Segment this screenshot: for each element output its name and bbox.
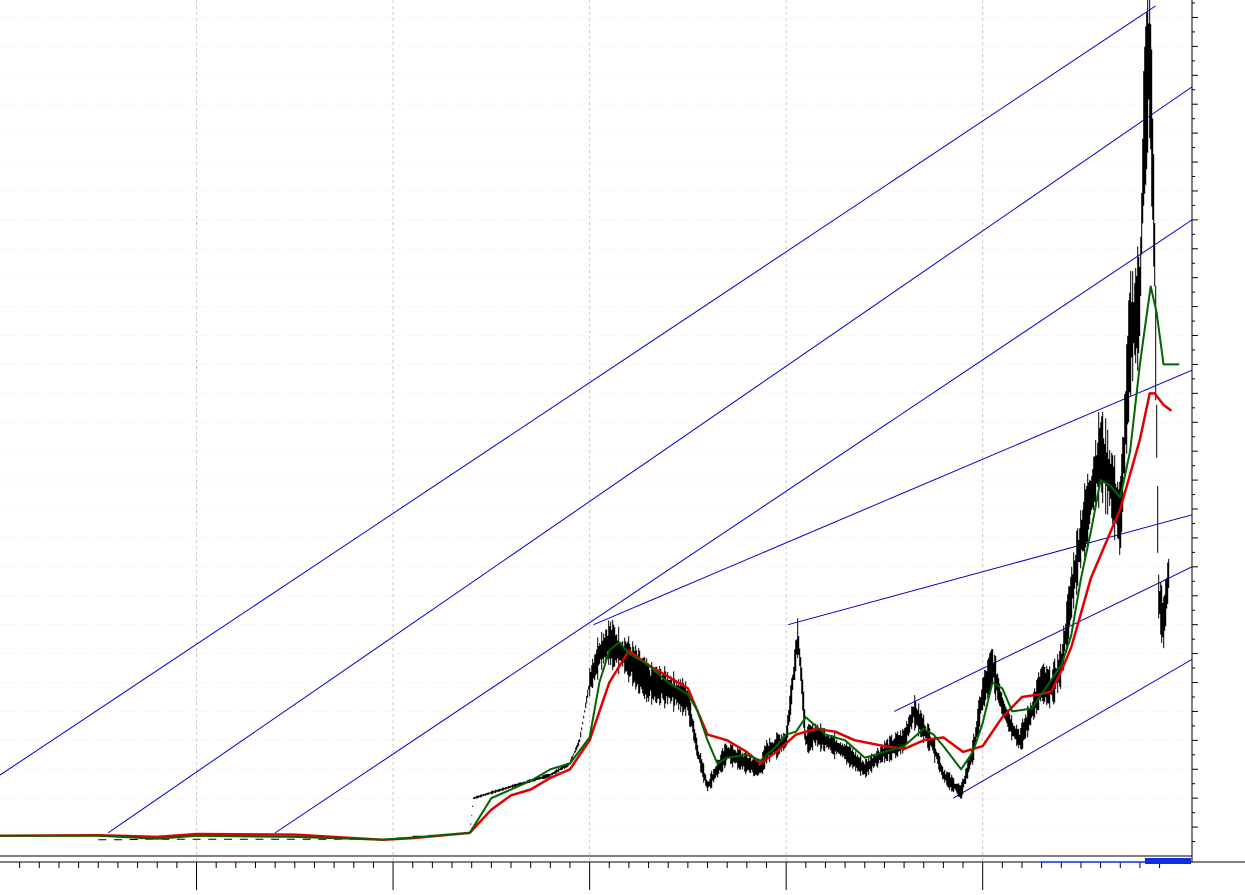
channel-line — [787, 514, 1193, 626]
moving-averages — [0, 285, 1180, 842]
volume-strip — [1040, 858, 1191, 864]
channel-lines — [0, 5, 1193, 834]
channel-line — [107, 86, 1193, 834]
channel-line — [894, 566, 1193, 712]
channel-line — [952, 658, 1193, 799]
channel-line — [593, 369, 1193, 626]
y-axis-ticks — [1192, 2, 1198, 843]
channel-line — [274, 219, 1193, 834]
grid-layer — [0, 0, 1192, 862]
ma-short-line — [0, 285, 1180, 841]
x-axis-ticks — [19, 862, 1161, 890]
volume-bar — [1145, 858, 1191, 864]
ma-long-line — [0, 392, 1173, 842]
axes — [0, 0, 1245, 863]
channel-line — [0, 5, 1156, 776]
